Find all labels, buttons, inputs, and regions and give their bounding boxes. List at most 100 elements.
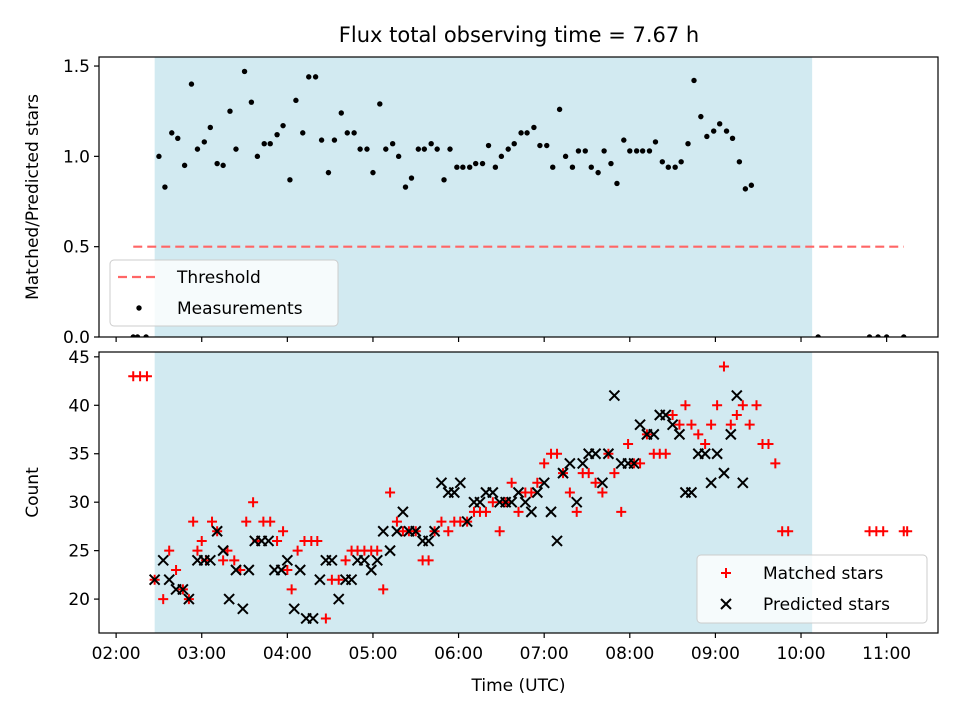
- matched-star-point: [902, 526, 913, 537]
- matched-star-point: [660, 448, 671, 459]
- predicted-star-point: [345, 573, 358, 586]
- measurement-point: [395, 153, 402, 160]
- matched-star-point: [693, 429, 704, 440]
- predicted-star-point: [571, 496, 583, 508]
- matched-star-point: [616, 506, 627, 517]
- measurement-point: [181, 162, 188, 169]
- predicted-star-point: [314, 573, 326, 586]
- plot-area: [128, 361, 913, 625]
- predicted-star-point: [699, 448, 711, 460]
- measurement-point: [389, 141, 396, 147]
- measurement-point: [156, 153, 162, 160]
- measurement-point: [479, 160, 486, 167]
- predicted-star-point: [397, 506, 409, 518]
- predicted-star-point: [673, 428, 686, 441]
- matched-star-point: [731, 409, 742, 420]
- y-tick-label: 0.5: [63, 238, 90, 258]
- predicted-star-point: [608, 389, 621, 402]
- predicted-star-point: [384, 544, 396, 557]
- matched-star-point: [597, 487, 608, 498]
- measurement-point: [370, 169, 376, 176]
- matched-star-point: [532, 477, 543, 488]
- matched-star-point: [674, 419, 685, 430]
- predicted-star-point: [275, 564, 288, 576]
- matched-star-point: [583, 468, 594, 479]
- matched-star-point: [171, 565, 182, 576]
- predicted-star-point: [666, 418, 679, 431]
- measurement-point: [220, 162, 226, 169]
- predicted-star-point: [422, 535, 435, 547]
- matched-star-point: [141, 371, 152, 382]
- measurement-point: [201, 139, 208, 145]
- x-axis-label: Time (UTC): [471, 676, 566, 696]
- measurement-point: [233, 146, 239, 152]
- matched-star-point: [372, 545, 383, 556]
- measurement-point: [428, 141, 434, 147]
- predicted-star-point: [685, 486, 698, 499]
- x-tick-label: 09:00: [691, 644, 740, 664]
- matched-star-point: [564, 487, 575, 498]
- matched-star-point: [494, 526, 505, 537]
- measurement-point: [344, 130, 350, 136]
- matched-star-point: [218, 555, 229, 566]
- legend-threshold-label: Threshold: [176, 268, 261, 288]
- matched-star-point: [590, 477, 601, 488]
- measurement-point: [472, 160, 479, 167]
- measurement-point: [639, 148, 646, 154]
- measurement-point: [492, 164, 499, 170]
- measurement-point: [608, 160, 614, 167]
- matched-star-point: [623, 439, 634, 450]
- measurement-point: [575, 148, 582, 154]
- measurement-point: [665, 164, 672, 170]
- axes-frame: [98, 351, 939, 634]
- legend-predicted-label: Predicted stars: [763, 595, 890, 615]
- predicted-star-point: [737, 477, 749, 489]
- measurement-point: [601, 148, 607, 154]
- predicted-star-point: [564, 457, 576, 470]
- matched-star-point: [248, 497, 259, 508]
- matched-star-point: [712, 400, 723, 411]
- predicted-star-point: [660, 409, 672, 421]
- measurement-point: [287, 177, 293, 183]
- measurement-point: [261, 141, 267, 147]
- predicted-star-point: [718, 467, 730, 479]
- matched-star-point: [513, 506, 524, 517]
- matched-star-point: [188, 516, 199, 527]
- measurement-point: [447, 146, 453, 152]
- predicted-star-point: [545, 506, 557, 518]
- measurement-point: [678, 159, 684, 165]
- matched-star-point: [443, 526, 454, 537]
- matched-star-point: [340, 555, 351, 566]
- measurement-point: [415, 146, 422, 152]
- predicted-star-point: [281, 554, 294, 567]
- measurement-point: [134, 334, 141, 337]
- matched-star-point: [480, 506, 491, 517]
- predicted-star-point: [262, 535, 275, 547]
- measurement-point: [698, 113, 704, 120]
- matched-star-point: [487, 497, 498, 508]
- matched-star-point: [292, 545, 303, 556]
- matched-star-point: [158, 594, 169, 605]
- matched-star-point: [571, 506, 582, 517]
- measurement-point: [460, 164, 466, 170]
- matched-star-point: [286, 584, 297, 595]
- x-tick-label: 06:00: [434, 644, 483, 664]
- x-tick-label: 04:00: [263, 644, 312, 664]
- measurement-point: [241, 68, 248, 75]
- measurement-point: [207, 124, 213, 131]
- measurement-point: [300, 130, 306, 136]
- measurement-point: [505, 146, 511, 152]
- matched-star-point: [718, 361, 729, 372]
- predicted-star-point: [358, 554, 371, 567]
- x-tick-label: 08:00: [605, 644, 654, 664]
- predicted-star-point: [551, 535, 563, 547]
- measurement-point: [742, 186, 749, 192]
- matched-star-point: [744, 419, 755, 430]
- measurement-point: [866, 334, 873, 337]
- matched-star-point: [385, 487, 396, 498]
- predicted-star-point: [557, 467, 569, 479]
- predicted-star-point: [148, 573, 161, 586]
- matched-star-point: [706, 419, 717, 430]
- matched-star-point: [539, 458, 550, 469]
